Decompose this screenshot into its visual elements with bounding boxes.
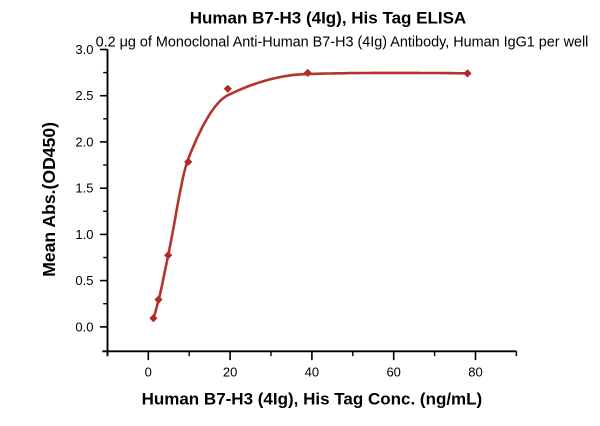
svg-text:0.5: 0.5 [75,273,93,288]
svg-text:60: 60 [386,364,400,379]
svg-text:1.5: 1.5 [75,181,93,196]
svg-text:Human B7-H3 (4Ig), His Tag ELI: Human B7-H3 (4Ig), His Tag ELISA [190,9,466,28]
svg-text:1.0: 1.0 [75,227,93,242]
svg-text:0: 0 [145,364,152,379]
svg-text:2.0: 2.0 [75,134,93,149]
svg-text:80: 80 [468,364,482,379]
svg-text:0.2 μg of Monoclonal Anti-Huma: 0.2 μg of Monoclonal Anti-Human B7-H3 (4… [96,34,589,50]
svg-text:3.0: 3.0 [75,42,93,57]
svg-text:20: 20 [223,364,237,379]
svg-text:2.5: 2.5 [75,88,93,103]
svg-text:40: 40 [305,364,319,379]
svg-text:Mean Abs.(OD450): Mean Abs.(OD450) [39,122,59,277]
svg-text:Human B7-H3 (4Ig), His Tag Con: Human B7-H3 (4Ig), His Tag Conc. (ng/mL) [142,390,483,409]
svg-text:0.0: 0.0 [75,319,93,334]
